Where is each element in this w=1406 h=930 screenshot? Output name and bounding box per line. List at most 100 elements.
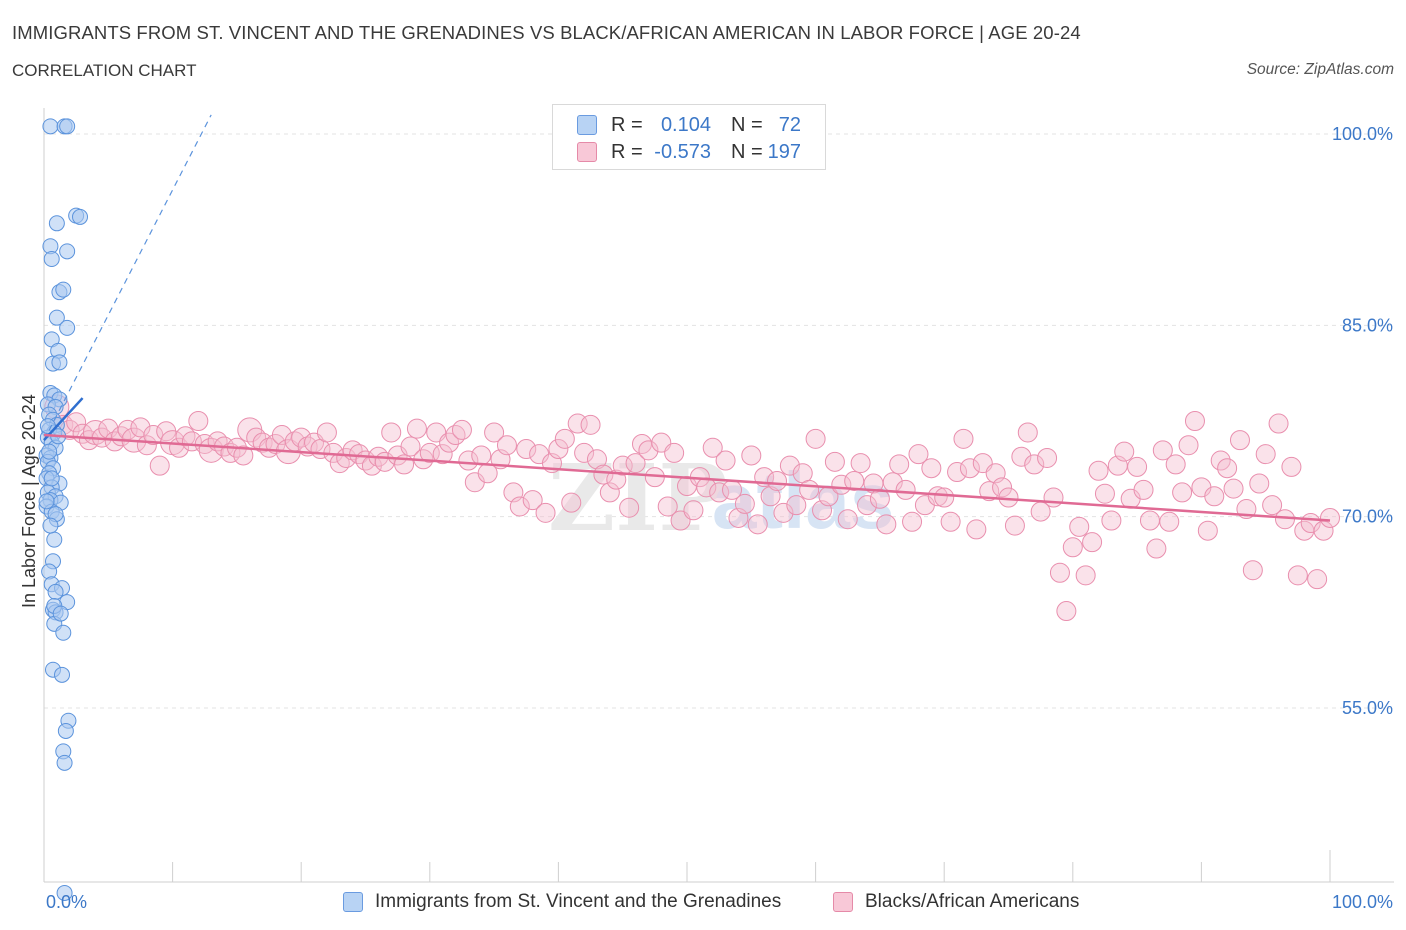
chart-title: IMMIGRANTS FROM ST. VINCENT AND THE GREN… (12, 22, 1081, 43)
data-point-pink (233, 445, 254, 466)
data-point-pink (522, 490, 543, 511)
data-point-blue (51, 354, 68, 371)
data-point-pink (1274, 509, 1295, 530)
legend-n-label: N = (731, 113, 763, 136)
data-point-pink (1011, 446, 1032, 467)
data-point-blue (56, 884, 73, 901)
data-point-pink (664, 442, 685, 463)
data-point-pink (259, 437, 280, 458)
trend-lines (43, 114, 1331, 522)
data-point-blue (47, 583, 64, 600)
data-point-pink (1088, 460, 1109, 481)
data-point-pink (895, 479, 916, 500)
data-point-pink (715, 450, 736, 471)
data-point-pink (1204, 486, 1225, 507)
data-point-pink (574, 442, 595, 463)
legend-r-value: -0.573 (654, 140, 711, 163)
data-point-pink (850, 453, 871, 474)
series-black-african-american-points (44, 394, 1340, 622)
trend-line-blue (43, 397, 84, 441)
data-point-blue (55, 281, 72, 298)
data-point-pink (66, 412, 87, 433)
data-point-pink (625, 453, 646, 474)
data-point-pink (869, 488, 890, 509)
data-point-pink (959, 458, 980, 479)
data-point-pink (747, 514, 768, 535)
data-point-pink (683, 500, 704, 521)
data-point-blue (48, 215, 65, 232)
data-point-pink (837, 509, 858, 530)
data-point-pink (767, 470, 788, 491)
data-point-pink (1024, 454, 1045, 475)
data-point-pink (779, 455, 800, 476)
legend-row-blue: R = 0.104 N = 72 (577, 113, 801, 137)
data-point-pink (567, 413, 588, 434)
data-point-pink (580, 414, 601, 435)
legend-n-label: N = (731, 140, 763, 163)
bottom-legend-series-b: Blacks/African Americans (833, 890, 1079, 914)
data-point-pink (1249, 473, 1270, 494)
data-point-pink (1229, 430, 1250, 451)
data-point-pink (1004, 515, 1025, 536)
chart-subtitle: CORRELATION CHART (12, 61, 197, 80)
data-point-pink (940, 511, 961, 532)
data-point-pink (1139, 510, 1160, 531)
data-point-pink (844, 470, 865, 491)
data-point-pink (1146, 538, 1167, 559)
data-point-pink (1094, 483, 1115, 504)
data-point-pink (921, 458, 942, 479)
trend-line-pink (43, 433, 1331, 522)
bottom-legend-label-b: Blacks/African Americans (865, 891, 1080, 912)
data-point-pink (1178, 435, 1199, 456)
data-point-blue (54, 666, 71, 683)
y-tick-label: 85.0% (1342, 315, 1393, 335)
watermark-zip: ZIP (548, 444, 727, 552)
data-point-pink (702, 437, 723, 458)
data-point-pink (451, 419, 472, 440)
data-point-pink (1217, 458, 1238, 479)
data-point-pink (509, 496, 530, 517)
data-point-blue (41, 443, 58, 460)
data-point-pink (734, 493, 755, 514)
legend-n-value: 72 (778, 113, 801, 136)
data-point-pink (902, 511, 923, 532)
data-point-pink (1320, 507, 1340, 528)
data-point-pink (760, 486, 781, 507)
legend-row-pink: R = -0.573 N = 197 (577, 140, 801, 164)
data-point-blue (72, 208, 89, 225)
data-point-pink (458, 450, 479, 471)
data-point-pink (1133, 479, 1154, 500)
data-point-pink (1049, 562, 1070, 583)
data-point-pink (400, 436, 421, 457)
correlation-legend: R = 0.104 N = 72 R = -0.573 N = 197 (552, 104, 826, 170)
data-point-blue (43, 470, 60, 487)
data-point-blue (56, 754, 73, 771)
data-point-blue (52, 605, 69, 622)
data-point-pink (1172, 482, 1193, 503)
data-point-pink (554, 428, 575, 449)
legend-r-label: R = (611, 140, 643, 163)
y-tick-label: 55.0% (1342, 698, 1393, 718)
data-point-pink (1242, 560, 1263, 581)
data-point-pink (593, 464, 614, 485)
data-point-pink (1062, 537, 1083, 558)
x-tick-label-min: 0.0% (46, 892, 87, 912)
data-point-pink (1056, 601, 1077, 622)
data-point-blue (38, 493, 55, 510)
data-point-pink (889, 454, 910, 475)
data-point-pink (953, 428, 974, 449)
watermark: ZIP atlas (548, 444, 894, 552)
data-point-pink (149, 455, 170, 476)
source-label: Source: ZipAtlas.com (1246, 61, 1394, 78)
legend-swatch-pink (577, 142, 597, 162)
data-point-pink (1114, 441, 1135, 462)
bottom-legend-label-a: Immigrants from St. Vincent and the Gren… (375, 891, 782, 912)
data-point-pink (130, 417, 151, 438)
data-point-pink (548, 439, 569, 460)
data-point-blue (48, 309, 65, 326)
data-point-pink (824, 451, 845, 472)
data-point-blue (46, 531, 63, 548)
data-point-pink (484, 422, 505, 443)
data-point-pink (857, 495, 878, 516)
